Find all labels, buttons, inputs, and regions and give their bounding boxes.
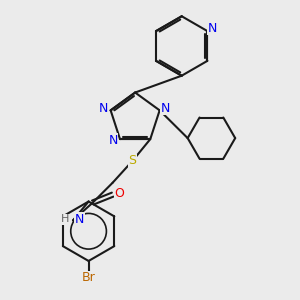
Text: H: H (61, 214, 69, 224)
Text: N: N (161, 102, 170, 115)
Text: Br: Br (82, 271, 95, 284)
Text: O: O (115, 187, 124, 200)
Text: N: N (108, 134, 118, 147)
Text: S: S (128, 154, 136, 167)
Text: N: N (99, 102, 108, 115)
Text: N: N (75, 213, 84, 226)
Text: N: N (208, 22, 217, 34)
